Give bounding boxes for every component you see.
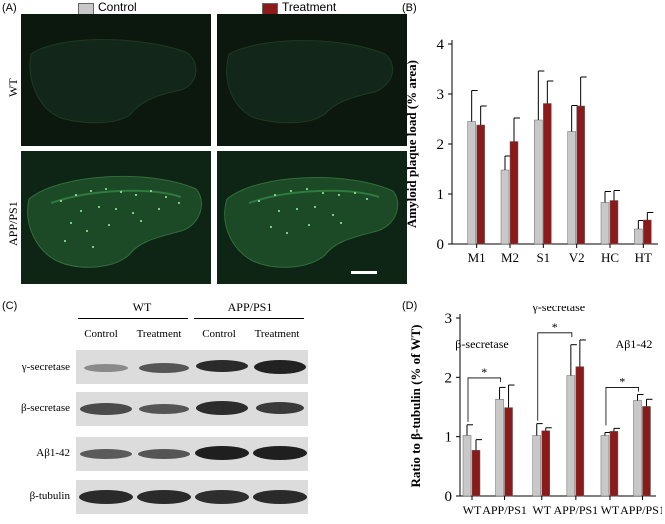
panel-label-d: (D) — [402, 300, 418, 312]
bar-control-app/ps1 — [495, 399, 504, 497]
bar-control-wt — [462, 435, 472, 497]
blot-beta-secretase — [76, 392, 308, 426]
bar-control-v2 — [567, 131, 576, 245]
x-tick-label: S1 — [536, 250, 550, 265]
x-tick-label: V2 — [569, 250, 585, 265]
micrograph-app-treatment — [217, 151, 407, 284]
blot-abeta-42 — [76, 437, 308, 471]
bar-treatment-app/ps1 — [642, 406, 651, 497]
bar-control-ht — [634, 228, 643, 245]
y-tick-label: 1 — [445, 430, 453, 446]
bar-control-wt — [600, 435, 610, 497]
panel-label-c: (C) — [2, 300, 18, 312]
group-title: Aβ1-42 — [616, 337, 653, 351]
scale-bar — [351, 271, 377, 274]
significance-star: * — [619, 374, 625, 388]
group-title: β-secretase — [455, 337, 508, 351]
bar-control-m1 — [467, 121, 476, 245]
blot-beta-tubulin — [76, 480, 308, 514]
brain-section-wt-control — [29, 39, 197, 124]
blot-group-wt-line — [78, 318, 188, 319]
significance-star: * — [552, 320, 558, 334]
micrograph-wt-control — [21, 14, 211, 146]
group-title: γ-secretase — [531, 306, 585, 314]
y-tick-label: 0 — [437, 237, 445, 253]
bar-treatment-wt — [609, 431, 619, 497]
panel-label-a: (A) — [2, 2, 17, 14]
y-tick-label: 4 — [437, 37, 445, 53]
legend-treatment-label: Treatment — [282, 0, 337, 14]
bar-treatment-wt — [471, 450, 481, 497]
bar-treatment-hc — [609, 200, 619, 245]
bar-treatment-v2 — [576, 105, 585, 245]
y-tick-label: 3 — [437, 87, 445, 103]
chart-b-ylabel: Amyloid plaque load (% area) — [404, 60, 419, 228]
bar-control-s1 — [534, 119, 543, 245]
bar-control-wt — [532, 435, 541, 497]
significance-bracket — [605, 387, 639, 426]
bar-treatment-s1 — [543, 103, 552, 245]
significance-star: * — [481, 365, 487, 379]
row-label-wt: WT — [6, 78, 20, 97]
bar-treatment-app/ps1 — [575, 366, 585, 497]
chart-b: 0 1 2 3 4 M1 M2 S1 V2 HC HT Amyloid plaque load (%… — [404, 37, 658, 265]
legend-control-label: Control — [98, 0, 137, 14]
row-label-app: APP/PS1 — [6, 201, 20, 246]
chart-d-ylabel: Ratio to β-tubulin (% of WT) — [408, 325, 423, 488]
bar-treatment-ht — [643, 219, 652, 245]
blot-col-1: Control — [84, 328, 118, 340]
bar-treatment-wt — [541, 430, 550, 497]
x-tick-label: APP/PS1 — [620, 503, 662, 517]
y-tick-label: 3 — [445, 311, 453, 327]
blot-row-label-abeta: Aβ1-42 — [36, 447, 70, 459]
bar-control-app/ps1 — [633, 400, 642, 497]
y-tick-label: 1 — [437, 187, 445, 203]
brain-section-wt-treatment — [226, 40, 394, 124]
bar-control-app/ps1 — [566, 375, 576, 497]
plaque-dots — [258, 188, 368, 234]
brain-section-app-control — [27, 175, 202, 268]
blot-col-4: Treatment — [254, 328, 300, 340]
x-tick-label: WT — [601, 503, 620, 517]
x-tick-label: HT — [635, 250, 652, 265]
x-tick-label: HC — [601, 250, 619, 265]
x-tick-label: M2 — [501, 250, 519, 265]
blot-group-wt: WT — [132, 300, 152, 314]
bar-treatment-app/ps1 — [504, 407, 513, 497]
blot-col-2: Treatment — [136, 328, 182, 340]
blot-group-app-line — [194, 318, 304, 319]
y-tick-label: 0 — [445, 489, 453, 505]
micrograph-app-control — [21, 151, 211, 284]
blot-row-label-beta: β-secretase — [21, 402, 70, 414]
y-tick-label: 2 — [437, 137, 445, 153]
significance-bracket — [537, 332, 573, 421]
bar-control-hc — [600, 202, 610, 245]
brain-section-app-treatment — [224, 177, 399, 274]
x-tick-label: M1 — [468, 250, 486, 265]
x-tick-label: WT — [463, 503, 482, 517]
y-tick-label: 2 — [445, 370, 453, 386]
bar-treatment-m2 — [509, 141, 519, 245]
bar-treatment-m1 — [476, 124, 485, 245]
panel-label-b: (B) — [402, 2, 417, 14]
significance-bracket — [467, 377, 501, 422]
blot-row-label-tubulin: β-tubulin — [29, 490, 70, 502]
bar-control-m2 — [500, 169, 510, 245]
blot-col-3: Control — [202, 328, 236, 340]
micrograph-wt-treatment — [217, 14, 407, 146]
blot-group-app: APP/PS1 — [227, 300, 273, 314]
blot-row-label-gamma: γ-secretase — [21, 361, 70, 373]
chart-b-plot: 0 1 2 3 4 M1 M2 S1 V2 HC HT — [437, 37, 658, 265]
x-tick-label: WT — [532, 503, 551, 517]
plaque-dots — [60, 188, 180, 248]
x-tick-label: APP/PS1 — [553, 503, 598, 517]
blot-gamma-secretase — [76, 350, 308, 384]
x-tick-label: APP/PS1 — [482, 503, 527, 517]
